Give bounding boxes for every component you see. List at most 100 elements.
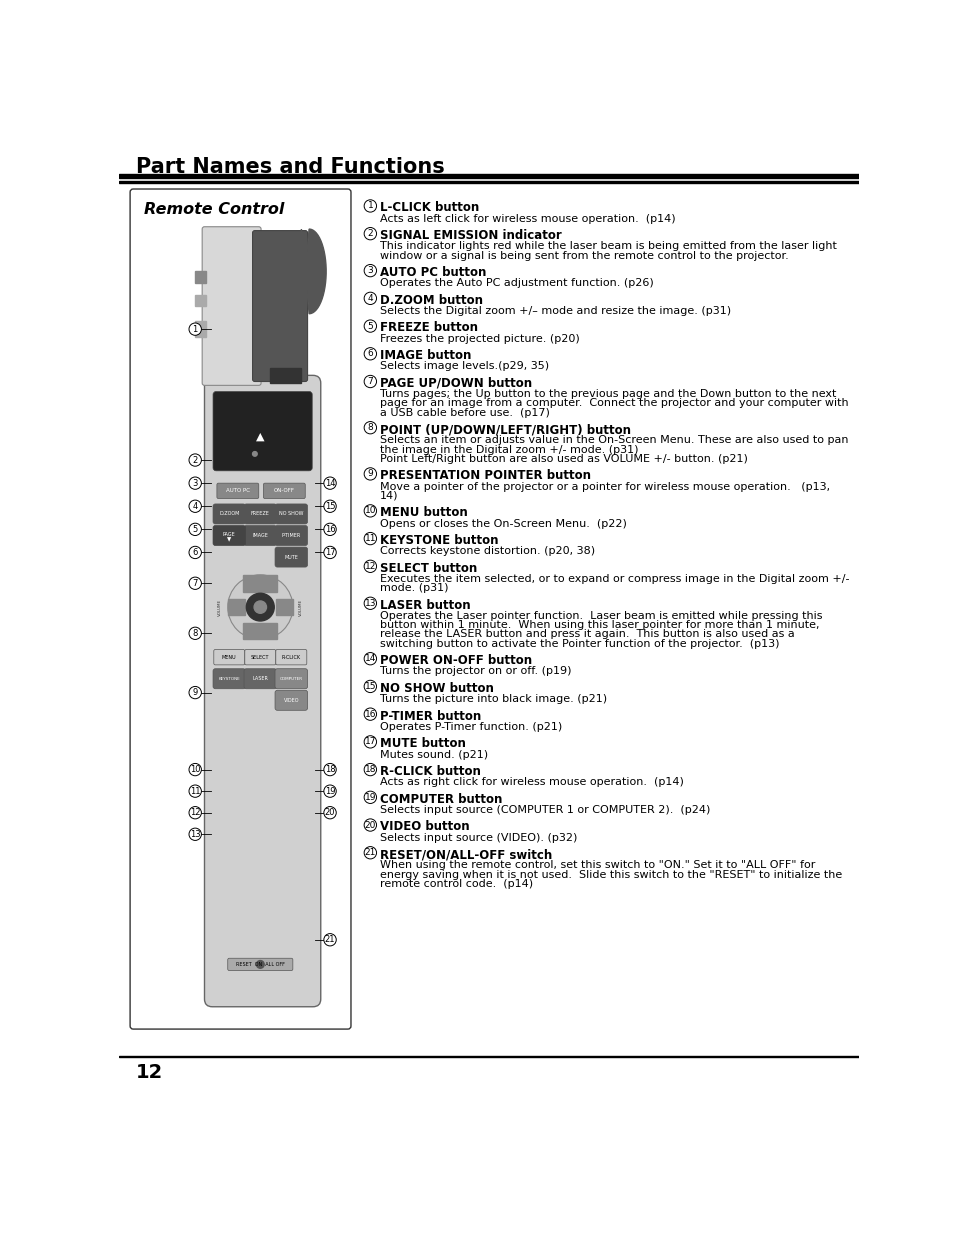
Text: PAGE: PAGE <box>223 532 235 537</box>
Circle shape <box>189 627 201 640</box>
Circle shape <box>364 846 376 858</box>
Text: NO SHOW: NO SHOW <box>279 511 303 516</box>
Circle shape <box>189 806 201 819</box>
Text: R-CLICK: R-CLICK <box>281 655 300 659</box>
Text: Operates the Laser pointer function.  Laser beam is emitted while pressing this: Operates the Laser pointer function. Las… <box>379 611 821 621</box>
Circle shape <box>228 574 293 640</box>
Text: button within 1 minute.  When using this laser pointer for more than 1 minute,: button within 1 minute. When using this … <box>379 620 819 630</box>
Text: 8: 8 <box>193 629 197 637</box>
Text: switching button to activate the Pointer function of the projector.  (p13): switching button to activate the Pointer… <box>379 638 779 648</box>
Circle shape <box>323 500 335 513</box>
Text: Opens or closes the On-Screen Menu.  (p22): Opens or closes the On-Screen Menu. (p22… <box>379 519 626 529</box>
Circle shape <box>189 500 201 513</box>
Text: 12: 12 <box>364 562 375 571</box>
Text: Operates the Auto PC adjustment function. (p26): Operates the Auto PC adjustment function… <box>379 278 653 288</box>
Text: Move a pointer of the projector or a pointer for wireless mouse operation.   (p1: Move a pointer of the projector or a poi… <box>379 482 829 492</box>
Text: P-TIMER: P-TIMER <box>281 534 300 538</box>
FancyBboxPatch shape <box>253 231 307 382</box>
Text: 18: 18 <box>364 766 375 774</box>
Text: Selects input source (COMPUTER 1 or COMPUTER 2).  (p24): Selects input source (COMPUTER 1 or COMP… <box>379 805 709 815</box>
Circle shape <box>189 763 201 776</box>
Text: VIDEO button: VIDEO button <box>379 820 469 834</box>
Text: 1: 1 <box>193 325 197 333</box>
Circle shape <box>189 577 201 589</box>
Text: Freezes the projected picture. (p20): Freezes the projected picture. (p20) <box>379 333 578 343</box>
Text: IMAGE: IMAGE <box>253 534 268 538</box>
Circle shape <box>256 961 264 968</box>
Text: 19: 19 <box>364 793 375 802</box>
FancyBboxPatch shape <box>274 668 307 689</box>
Text: Executes the item selected, or to expand or compress image in the Digital zoom +: Executes the item selected, or to expand… <box>379 574 848 584</box>
Text: COMPUTER button: COMPUTER button <box>379 793 501 805</box>
Text: release the LASER button and press it again.  This button is also used as a: release the LASER button and press it ag… <box>379 630 794 640</box>
Text: 14: 14 <box>364 655 375 663</box>
Circle shape <box>189 324 201 336</box>
Text: When using the remote control, set this switch to "ON." Set it to "ALL OFF" for: When using the remote control, set this … <box>379 861 814 871</box>
FancyBboxPatch shape <box>216 483 258 499</box>
Circle shape <box>323 806 335 819</box>
Circle shape <box>253 601 266 614</box>
Text: AUTO PC: AUTO PC <box>226 488 250 493</box>
Circle shape <box>364 597 376 609</box>
Bar <box>270 368 301 383</box>
Text: 4: 4 <box>193 501 197 511</box>
Circle shape <box>364 708 376 720</box>
Text: 11: 11 <box>190 787 200 795</box>
Text: 6: 6 <box>193 548 197 557</box>
Circle shape <box>364 505 376 517</box>
Circle shape <box>364 792 376 804</box>
Circle shape <box>364 264 376 277</box>
Polygon shape <box>301 228 326 314</box>
Text: 10: 10 <box>190 766 200 774</box>
Text: 8: 8 <box>367 424 373 432</box>
Text: 15: 15 <box>364 682 375 690</box>
Text: 9: 9 <box>367 469 373 478</box>
Text: 19: 19 <box>324 787 335 795</box>
Circle shape <box>364 468 376 480</box>
Text: VIDEO: VIDEO <box>283 698 298 703</box>
Circle shape <box>189 829 201 841</box>
Bar <box>119 180 858 183</box>
Bar <box>195 294 206 306</box>
Text: Part Names and Functions: Part Names and Functions <box>136 157 445 178</box>
FancyBboxPatch shape <box>274 526 307 546</box>
Circle shape <box>323 763 335 776</box>
Text: 7: 7 <box>367 377 373 387</box>
Text: window or a signal is being sent from the remote control to the projector.: window or a signal is being sent from th… <box>379 251 787 261</box>
Text: 20: 20 <box>324 808 335 818</box>
Text: D.ZOOM button: D.ZOOM button <box>379 294 482 306</box>
Text: 17: 17 <box>364 737 375 746</box>
Text: 2: 2 <box>367 230 373 238</box>
Circle shape <box>189 524 201 536</box>
Text: 9: 9 <box>193 688 197 697</box>
Text: 21: 21 <box>324 935 335 945</box>
Text: 5: 5 <box>367 321 373 331</box>
Text: 14): 14) <box>379 490 397 501</box>
Text: FREEZE button: FREEZE button <box>379 321 477 335</box>
Text: NO SHOW button: NO SHOW button <box>379 682 493 695</box>
Text: RESET  ON  ALL OFF: RESET ON ALL OFF <box>235 962 284 967</box>
Bar <box>275 599 293 615</box>
Circle shape <box>323 524 335 536</box>
Circle shape <box>189 477 201 489</box>
Text: the image in the Digital zoom +/- mode. (p31): the image in the Digital zoom +/- mode. … <box>379 445 638 454</box>
Text: 4: 4 <box>367 294 373 303</box>
Circle shape <box>364 421 376 433</box>
FancyBboxPatch shape <box>204 375 320 1007</box>
Circle shape <box>364 819 376 831</box>
Text: Turns the projector on or off. (p19): Turns the projector on or off. (p19) <box>379 667 571 677</box>
Circle shape <box>189 785 201 798</box>
Text: 12: 12 <box>190 808 200 818</box>
Text: KEYSTONE: KEYSTONE <box>218 677 240 680</box>
Circle shape <box>364 293 376 305</box>
Text: a USB cable before use.  (p17): a USB cable before use. (p17) <box>379 408 549 417</box>
Bar <box>195 321 206 337</box>
Circle shape <box>364 200 376 212</box>
Text: 16: 16 <box>364 710 375 719</box>
Text: Selects an item or adjusts value in the On-Screen Menu. These are also used to p: Selects an item or adjusts value in the … <box>379 436 847 446</box>
Text: SELECT button: SELECT button <box>379 562 476 574</box>
FancyBboxPatch shape <box>274 547 307 567</box>
FancyBboxPatch shape <box>263 483 305 499</box>
Text: 6: 6 <box>367 350 373 358</box>
Text: Remote Control: Remote Control <box>144 201 284 216</box>
